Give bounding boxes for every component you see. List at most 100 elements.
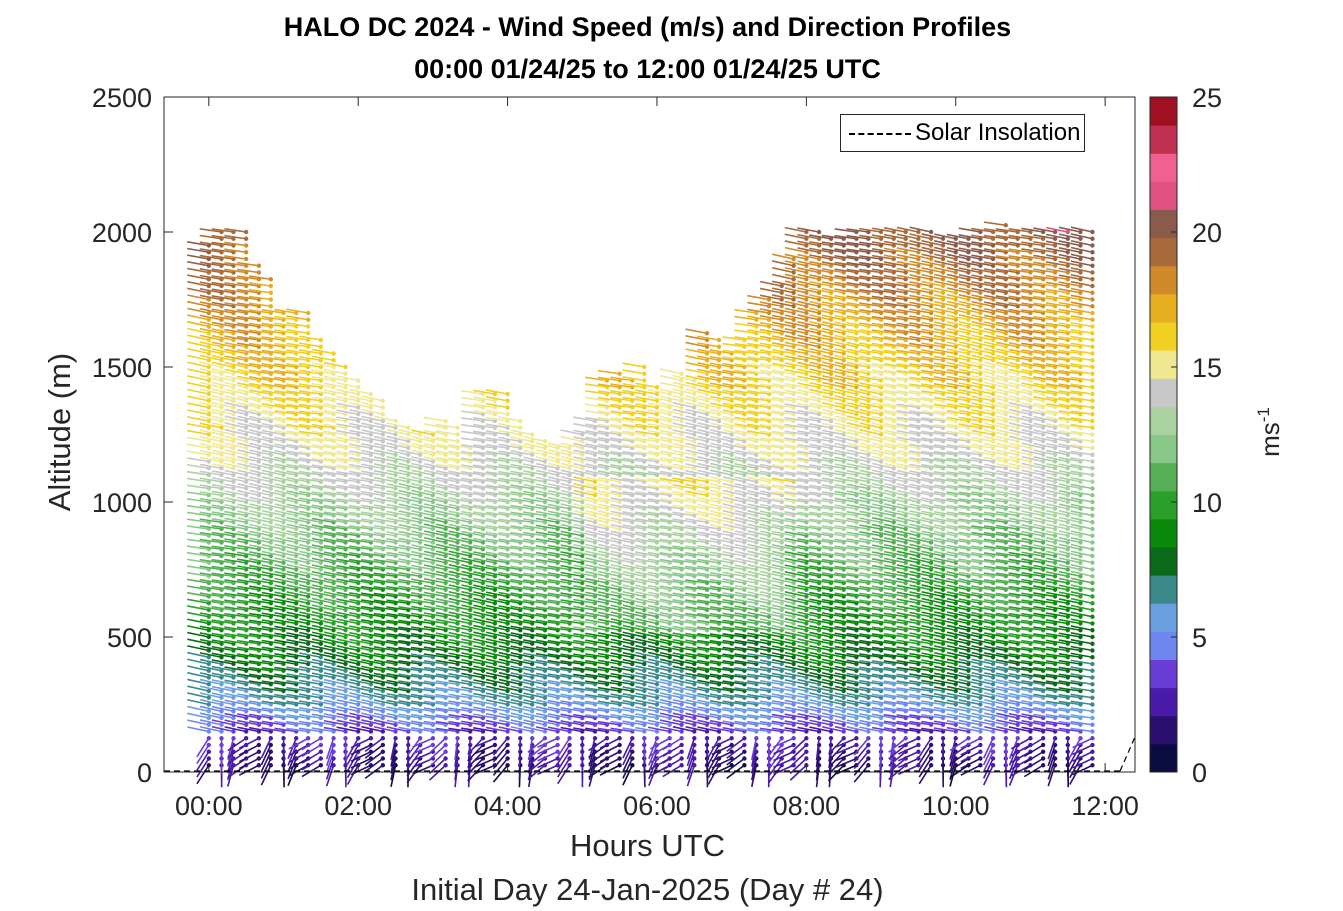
wind-barb-head [679,391,684,397]
wind-barb-head [243,391,249,397]
wind-barb [248,673,271,679]
wind-barb-head [206,385,212,390]
wind-barb-head [268,486,274,491]
wind-barb-head [567,466,572,471]
wind-barb [261,632,284,638]
wind-barb-head [305,614,311,619]
wind-barb [236,309,259,314]
wind-barb-head [281,628,286,633]
wind-barb [199,605,222,611]
wind-barb [236,315,259,321]
wind-barb-head [305,736,311,741]
wind-barb-head [243,371,249,376]
wind-barb-head [256,445,262,451]
wind-barb-head [331,351,336,356]
wind-barb-head [654,385,660,390]
wind-barb-head [492,648,498,653]
wind-barb-head [654,661,660,667]
wind-barb [248,578,271,584]
wind-barb [286,693,309,699]
wind-barb-head [268,742,274,748]
wind-barb-head [343,675,348,680]
wind-barb [249,389,271,395]
wind-barb [199,261,222,267]
wind-barb [186,511,209,517]
wind-barb-head [231,702,236,707]
wind-barb-head [679,371,684,376]
wind-barb-head [505,722,510,727]
wind-barb [299,597,322,605]
wind-barb-head [256,493,262,498]
wind-barb-head [505,715,510,721]
wind-barb [249,429,271,436]
wind-barb-head [567,736,572,741]
wind-barb-head [268,749,274,754]
wind-barb [237,362,260,368]
wind-barb-head [343,648,348,653]
wind-barb-head [219,479,224,484]
wind-barb [311,624,334,632]
wind-barb-head [256,547,262,552]
wind-barb [199,429,222,436]
wind-barb [224,442,247,449]
wind-barb [236,261,259,267]
wind-barb [286,673,309,679]
wind-barb-head [318,351,324,356]
wind-barb-head [206,742,212,748]
wind-barb [248,288,271,294]
wind-barb-head [219,668,224,673]
wind-barb-head [256,479,262,484]
wind-barb-head [305,688,311,694]
wind-barb-head [243,695,249,700]
wind-barb-head [542,729,548,734]
wind-barb-head [231,533,236,538]
wind-barb-head [667,736,672,741]
wind-barb-head [604,553,610,559]
wind-barb-head [443,742,448,748]
wind-barb [237,503,260,510]
wind-barb [659,368,682,375]
wind-barb [187,665,209,672]
wind-barb [224,435,247,443]
wind-barb-head [219,655,224,660]
wind-barb-head [294,310,299,316]
wind-barb [224,517,247,524]
wind-barb [286,570,309,578]
wind-barb [187,705,209,713]
wind-barb-head [617,736,622,741]
wind-barb [261,383,284,389]
wind-barb-head [281,466,286,471]
wind-barb [187,692,209,699]
wind-barb [274,315,297,321]
wind-barb [261,329,284,335]
wind-barb [423,416,446,422]
wind-barb-head [331,567,336,572]
wind-barb-head [219,432,224,437]
wind-barb [224,395,247,402]
wind-barb-head [331,574,336,579]
wind-barb [224,302,247,308]
wind-barb [286,611,309,618]
wind-barb-head [231,479,236,484]
wind-barb-head [268,736,274,741]
wind-barb-head [455,580,460,586]
wind-barb [298,369,321,375]
wind-barb-head [231,506,236,511]
wind-barb-head [417,506,423,511]
wind-barb-head [243,256,249,262]
wind-barb [274,509,297,517]
wind-barb [211,652,234,659]
wind-barb-head [243,715,249,721]
wind-barb [261,666,284,672]
wind-barb [187,267,209,274]
wind-barb [211,401,234,409]
wind-barb [237,388,260,395]
wind-barb-head [268,533,274,538]
wind-barb-head [380,715,386,721]
wind-barb [248,700,271,706]
wind-barb [261,700,284,706]
wind-barb-head [268,614,274,619]
wind-barb-head [417,533,423,538]
wind-barb-head [256,412,262,417]
wind-barb-head [256,560,262,565]
